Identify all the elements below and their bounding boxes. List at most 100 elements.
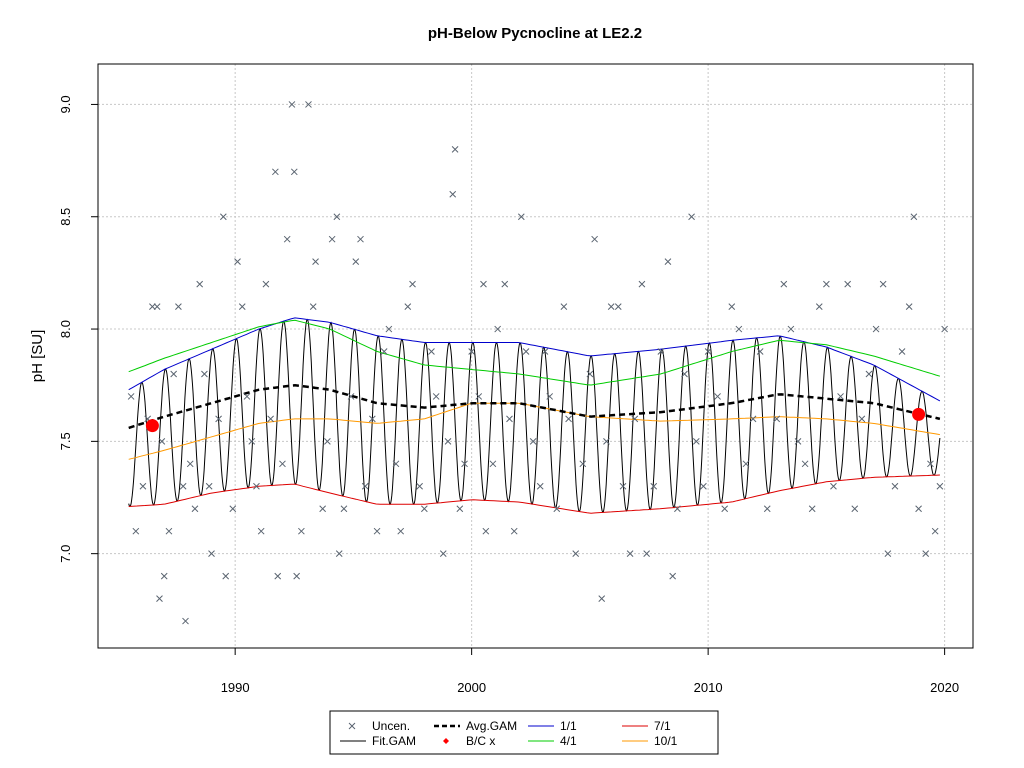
y-axis: 7.0 7.5 8.0 8.5 9.0 — [58, 95, 98, 563]
data-point — [936, 482, 944, 490]
data-point — [603, 438, 610, 445]
legend-item: B/C x — [443, 734, 495, 748]
legend-label: 1/1 — [560, 719, 577, 733]
data-point — [222, 572, 230, 580]
data-point — [288, 101, 296, 108]
y-tick-label: 8.0 — [58, 320, 73, 338]
data-point — [546, 393, 554, 400]
y-tick-label: 9.0 — [58, 95, 73, 113]
legend-label: 10/1 — [654, 734, 678, 748]
data-point — [794, 438, 802, 445]
legend-item: 4/1 — [528, 734, 577, 748]
data-point — [208, 550, 215, 558]
data-point — [823, 280, 830, 288]
data-point — [837, 393, 844, 400]
data-point — [865, 370, 873, 378]
data-point — [773, 415, 781, 423]
data-point — [170, 370, 178, 378]
data-point — [591, 235, 598, 243]
y-tick-label: 7.0 — [58, 545, 73, 563]
data-point — [290, 168, 298, 176]
data-point — [312, 258, 319, 266]
data-point — [335, 550, 343, 558]
data-point — [742, 460, 750, 468]
data-point — [714, 393, 721, 400]
data-point — [451, 146, 459, 153]
data-point — [293, 572, 301, 580]
data-point — [357, 235, 364, 243]
legend-label: Fit.GAM — [372, 734, 416, 748]
data-point — [650, 482, 658, 490]
fit-gam-path — [128, 318, 941, 513]
data-point — [205, 482, 213, 490]
data-point — [347, 393, 355, 400]
data-point — [614, 303, 622, 310]
data-point — [373, 527, 381, 535]
data-point — [160, 572, 168, 580]
bc-point — [912, 407, 926, 421]
data-point — [196, 280, 204, 288]
data-point — [735, 325, 743, 333]
legend-label: Uncen. — [372, 719, 410, 733]
plot-frame — [97, 63, 974, 649]
data-point — [480, 280, 487, 288]
legend-label: 7/1 — [654, 719, 671, 733]
data-point — [340, 505, 348, 513]
bc-points — [145, 407, 926, 433]
data-point — [482, 527, 490, 535]
data-point — [922, 550, 930, 558]
data-point — [619, 482, 627, 490]
data-point — [692, 438, 700, 445]
data-point — [598, 595, 606, 602]
data-point — [891, 482, 899, 490]
legend-label: 4/1 — [560, 734, 577, 748]
x-tick-label: 2010 — [694, 680, 723, 695]
y-tick-label: 8.5 — [58, 208, 73, 226]
data-point — [915, 505, 922, 513]
data-point — [643, 550, 651, 558]
data-point — [324, 438, 331, 445]
data-point — [456, 505, 464, 513]
data-point — [392, 460, 400, 468]
data-point — [262, 280, 270, 288]
data-points — [127, 101, 948, 625]
data-point — [815, 303, 823, 310]
data-point — [361, 482, 369, 490]
data-point — [787, 325, 795, 333]
data-point — [681, 370, 688, 378]
data-point — [127, 393, 135, 400]
data-point — [607, 303, 615, 310]
data-point — [510, 527, 518, 535]
data-point — [749, 415, 757, 423]
data-point — [149, 303, 156, 310]
data-point — [941, 325, 948, 333]
data-point — [219, 213, 227, 221]
data-point — [529, 438, 537, 445]
data-point — [186, 460, 194, 468]
data-point — [229, 505, 237, 513]
data-point — [234, 258, 241, 266]
data-point — [272, 168, 279, 176]
data-point — [517, 213, 525, 221]
data-point — [305, 101, 312, 108]
data-point — [844, 280, 852, 288]
data-point — [808, 505, 816, 513]
data-point — [468, 348, 476, 355]
data-point — [872, 325, 880, 333]
data-point — [910, 213, 918, 221]
data-point — [253, 482, 260, 490]
data-point — [898, 348, 906, 355]
data-point — [884, 550, 892, 558]
data-point — [158, 438, 166, 445]
data-point — [385, 325, 393, 333]
legend-label: Avg.GAM — [466, 719, 517, 733]
data-point — [319, 505, 327, 513]
legend: Uncen. Avg.GAM 1/1 7/1 Fit.GAM B/C x 4/1 10/1 — [329, 710, 719, 755]
data-point — [721, 505, 729, 513]
data-point — [274, 572, 282, 580]
data-point — [475, 393, 483, 400]
data-point — [506, 415, 513, 423]
data-point — [404, 303, 412, 310]
data-point — [279, 460, 286, 468]
